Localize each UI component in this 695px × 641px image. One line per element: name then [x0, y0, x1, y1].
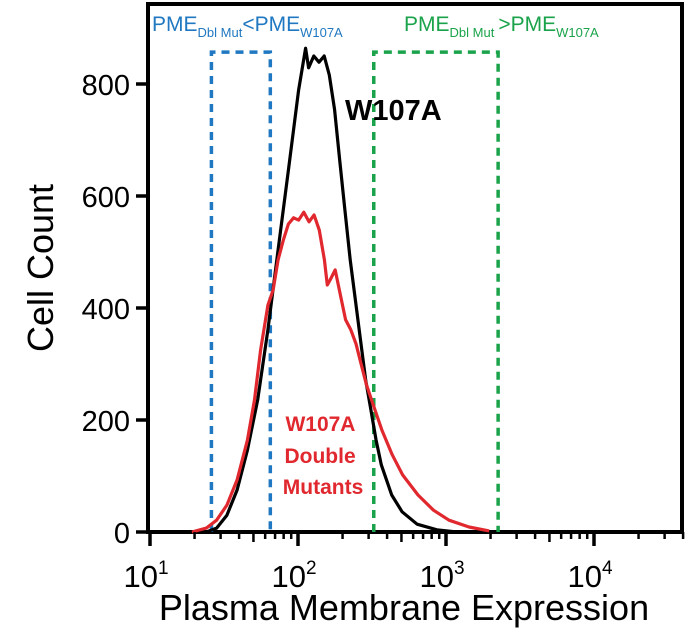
high-gate-label: PMEDbl Mut >PMEW107A: [404, 13, 599, 40]
double-mutants-curve: [191, 210, 490, 534]
low-gate-label: PMEDbl Mut<PMEW107A: [152, 13, 343, 40]
plot-frame: [146, 2, 684, 534]
high-gate-label-sub-left: Dbl Mut: [450, 25, 495, 40]
double-mutants-annotation-line-3: Mutants: [283, 476, 364, 499]
high-gate-label-pme-left: PME: [404, 13, 450, 36]
x-axis-title: Plasma Membrane Expression: [159, 587, 649, 628]
y-tick-label-800: 800: [82, 70, 130, 102]
y-axis: 0 200 400 600 800: [82, 70, 148, 550]
y-tick-label-600: 600: [82, 182, 130, 214]
double-mutants-annotation-line-2: Double: [284, 445, 355, 468]
x-tick-label-1000: 103: [419, 558, 464, 594]
x-axis: 101 102 103 104: [123, 532, 685, 594]
high-gate-label-sub-right: W107A: [556, 25, 599, 40]
x-tick-label-100: 102: [271, 558, 316, 594]
high-gate-label-operator: >: [498, 13, 510, 36]
y-tick-label-400: 400: [82, 294, 130, 326]
y-tick-label-0: 0: [114, 518, 130, 550]
low-gate-label-operator: <: [242, 13, 254, 36]
curves: [191, 46, 490, 534]
y-tick-label-200: 200: [82, 406, 130, 438]
low-gate-box: [209, 50, 273, 532]
low-gate-label-sub-right: W107A: [300, 25, 343, 40]
gates: [209, 50, 500, 532]
double-mutants-annotation-line-1: W107A: [285, 413, 355, 436]
x-tick-label-10: 101: [123, 558, 168, 594]
y-axis-title: Cell Count: [20, 184, 61, 352]
low-gate-label-sub-left: Dbl Mut: [198, 25, 243, 40]
low-gate-label-pme-right: PME: [255, 13, 301, 36]
high-gate-label-pme-right: PME: [511, 13, 557, 36]
low-gate-label-pme-left: PME: [152, 13, 198, 36]
x-tick-label-10000: 104: [567, 558, 612, 594]
double-mutants-annotation: W107A Double Mutants: [283, 413, 364, 499]
w107a-curve: [205, 46, 457, 534]
high-gate-box: [372, 50, 500, 532]
w107a-annotation: W107A: [345, 95, 442, 127]
